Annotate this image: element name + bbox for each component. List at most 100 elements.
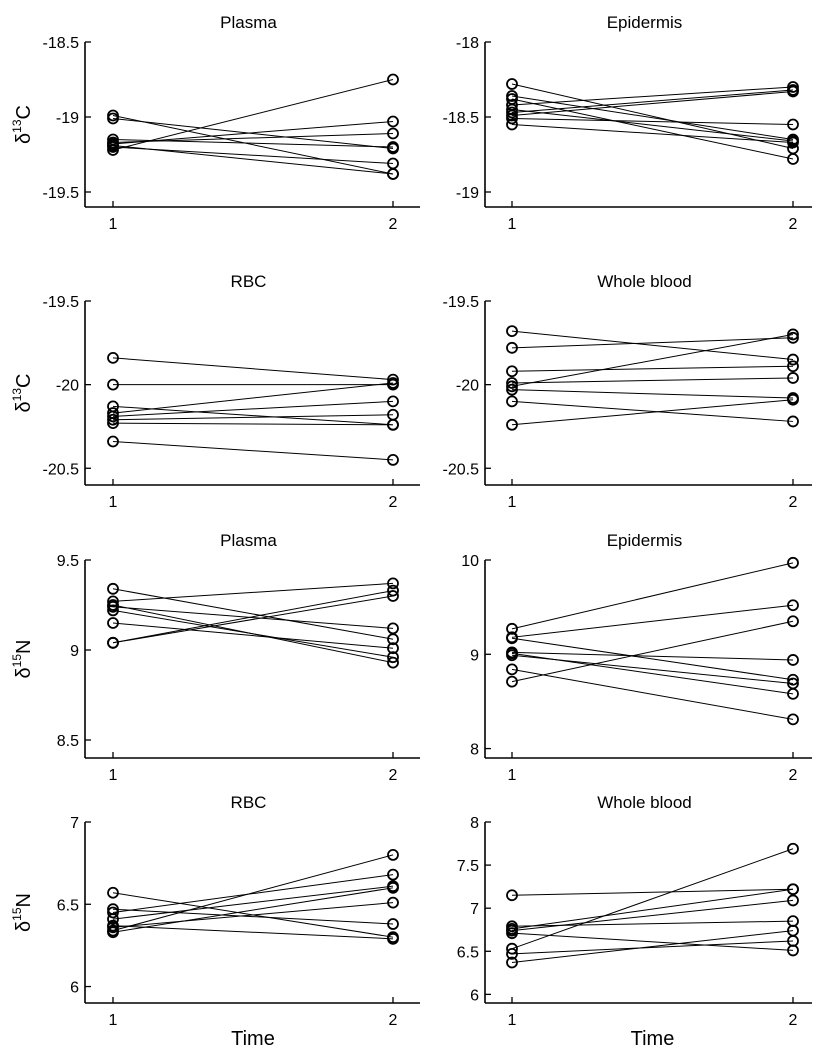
y-tick-label: 7 — [70, 815, 79, 832]
panel-title: Whole blood — [597, 793, 692, 812]
data-point — [107, 913, 119, 925]
series-line — [511, 89, 794, 113]
series-line — [112, 908, 394, 925]
data-point — [107, 378, 119, 391]
y-tick-label: 6 — [470, 987, 479, 1004]
series-2 — [107, 378, 399, 391]
panel-title: RBC — [231, 793, 267, 812]
data-point — [506, 649, 518, 662]
data-point — [107, 351, 119, 364]
y-tick-label: 9 — [70, 643, 79, 660]
data-point — [787, 372, 799, 384]
data-point — [787, 894, 799, 907]
series-8 — [107, 435, 399, 466]
series-line — [511, 83, 794, 149]
x-tick-label: 2 — [789, 216, 798, 233]
data-point — [787, 360, 799, 373]
x-tick-label: 2 — [389, 1012, 398, 1029]
y-tick-label: -19.5 — [43, 185, 80, 202]
series-1 — [506, 883, 799, 902]
panel-title: RBC — [231, 272, 267, 291]
panel-title: Epidermis — [607, 13, 683, 32]
series-8 — [506, 112, 799, 131]
series-line — [511, 399, 794, 426]
series-line — [112, 622, 394, 649]
data-point — [107, 410, 119, 423]
y-axis-label-superscript: 13 — [10, 119, 24, 133]
y-axis-label: δ15N — [10, 893, 35, 932]
data-point — [387, 377, 399, 389]
series-7 — [107, 417, 399, 431]
series-line — [511, 888, 794, 930]
y-tick-label: -20.5 — [443, 461, 480, 478]
series-5 — [506, 328, 799, 393]
series-line — [112, 118, 394, 149]
data-point — [387, 656, 399, 669]
data-point — [506, 927, 518, 940]
series-2 — [107, 903, 399, 930]
x-tick-label: 2 — [789, 767, 798, 784]
data-point — [387, 577, 399, 590]
panel-7: RBC 7 6.5 6 1 2 δ15N Time — [10, 793, 420, 1050]
y-axis-label-prefix: δ — [13, 667, 35, 678]
y-tick-label: -20 — [56, 378, 79, 395]
y-tick-label: -18 — [456, 35, 479, 52]
x-tick-label: 2 — [389, 767, 398, 784]
series-line — [112, 887, 394, 933]
series-4 — [107, 600, 399, 635]
series-5 — [506, 927, 799, 957]
series-line — [511, 637, 794, 681]
y-axis-label-suffix: C — [13, 105, 35, 119]
series-line — [511, 604, 794, 638]
data-point — [787, 556, 799, 569]
series-line — [511, 124, 794, 143]
series-8 — [107, 881, 399, 939]
series-8 — [107, 590, 399, 649]
data-point — [387, 141, 399, 153]
panel-6: Epidermis 10 9 8 1 2 — [461, 531, 812, 784]
x-tick-label: 2 — [789, 1012, 798, 1029]
y-axis-label-suffix: C — [13, 374, 35, 388]
x-tick-label: 1 — [508, 1012, 517, 1029]
data-point — [387, 868, 399, 881]
series-line — [112, 902, 394, 928]
series-line — [511, 109, 794, 142]
data-point — [107, 921, 119, 934]
x-tick-label: 1 — [109, 1012, 118, 1029]
series-line — [112, 925, 394, 940]
data-point — [107, 926, 119, 939]
y-axis-label-superscript: 13 — [10, 388, 24, 402]
x-tick-label: 2 — [389, 494, 398, 511]
data-point — [387, 918, 399, 930]
data-point — [107, 413, 119, 426]
series-line — [112, 595, 394, 644]
series-4 — [506, 81, 799, 111]
data-point — [506, 118, 518, 131]
series-3 — [506, 632, 799, 686]
x-tick-label: 1 — [508, 767, 517, 784]
panel-5: Plasma 9.5 9 8.5 1 2 δ15N — [10, 531, 420, 784]
data-point — [107, 906, 119, 919]
series-4 — [506, 372, 799, 389]
data-point — [506, 395, 518, 408]
series-2 — [107, 112, 399, 155]
series-line — [112, 146, 394, 164]
data-point — [107, 595, 119, 608]
x-tick-label: 2 — [789, 494, 798, 511]
data-point — [107, 112, 119, 125]
series-6 — [107, 617, 399, 655]
y-axis-label-superscript: 15 — [10, 654, 24, 668]
x-axis-label: Time — [631, 1028, 675, 1050]
series-8 — [506, 924, 799, 969]
series-line — [511, 940, 794, 955]
series-line — [511, 651, 794, 661]
series-line — [511, 337, 794, 349]
series-line — [511, 620, 794, 683]
data-point — [387, 395, 399, 408]
x-axis-label: Time — [231, 1028, 275, 1050]
series-line — [112, 405, 394, 426]
data-point — [387, 932, 399, 945]
data-point — [387, 73, 399, 86]
series-7 — [506, 85, 799, 122]
y-tick-label: -19.5 — [43, 294, 80, 311]
